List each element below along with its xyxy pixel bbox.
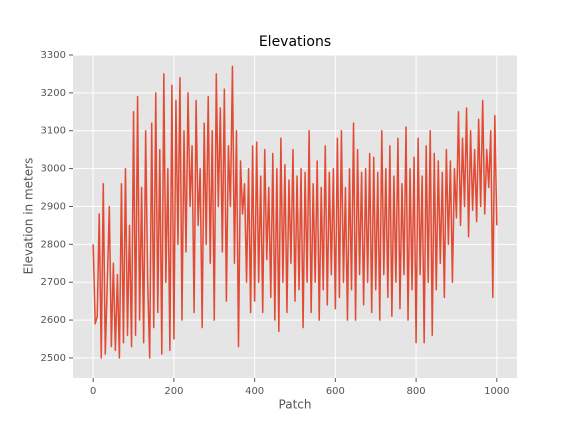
- y-tick-label: 2500: [41, 353, 66, 364]
- x-tick-label: 200: [164, 386, 183, 397]
- plot-area: [73, 55, 517, 378]
- y-axis-label: Elevation in meters: [22, 158, 36, 275]
- x-tick-label: 800: [407, 386, 426, 397]
- x-tick-label: 1000: [484, 386, 509, 397]
- y-tick-label: 2900: [41, 201, 66, 212]
- marks: [92, 65, 498, 359]
- y-tick-label: 3000: [41, 164, 66, 175]
- chart-title: Elevations: [259, 34, 331, 50]
- x-tick-label: 400: [245, 386, 264, 397]
- y-tick-label: 3300: [41, 50, 66, 61]
- line-series: [92, 65, 498, 359]
- y-tick-label: 2800: [41, 239, 66, 250]
- y-tick-label: 3100: [41, 126, 66, 137]
- x-tick-label: 0: [90, 386, 96, 397]
- y-tick-label: 2600: [41, 315, 66, 326]
- y-tick-label: 3200: [41, 88, 66, 99]
- x-tick-label: 600: [326, 386, 345, 397]
- x-axis-label: Patch: [279, 398, 312, 412]
- y-tick-label: 2700: [41, 277, 66, 288]
